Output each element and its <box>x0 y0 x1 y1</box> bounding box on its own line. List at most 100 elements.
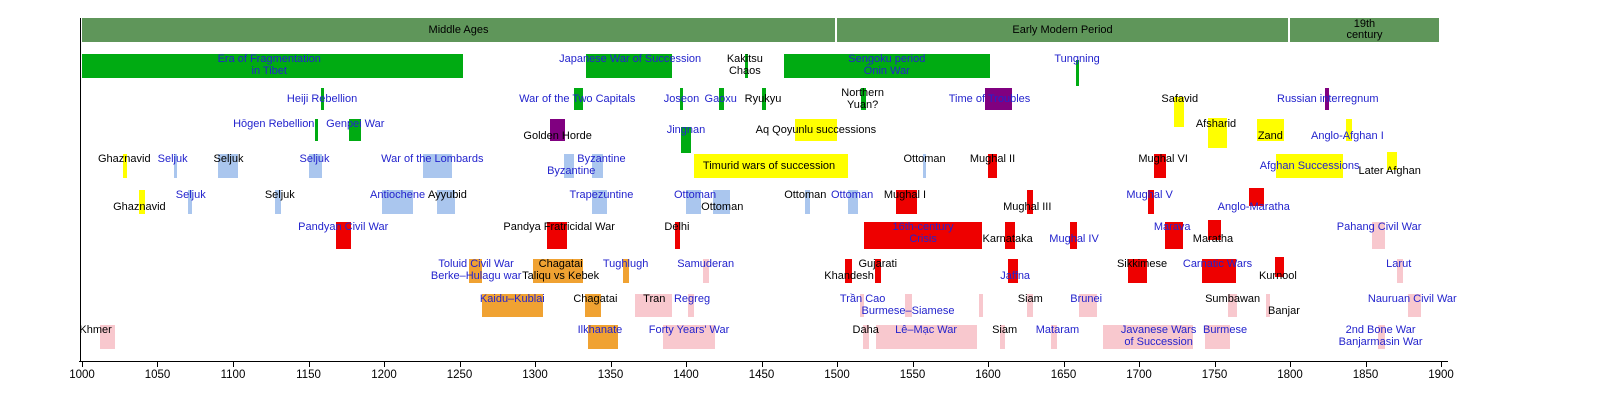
event-label[interactable]: 16th-century Crisis <box>892 221 953 245</box>
x-axis-tick-label: 1250 <box>446 369 473 381</box>
event-label[interactable]: Ilkhanate <box>578 324 623 337</box>
x-axis-tick-label: 1550 <box>899 369 926 381</box>
event-bar <box>436 190 455 214</box>
event-bar <box>1075 60 1079 86</box>
event-label[interactable]: Ottoman <box>831 189 873 202</box>
event-label[interactable]: Trapezuntine <box>570 189 634 202</box>
event-label-line: Chagatai <box>538 258 583 270</box>
event-label[interactable]: Larut <box>1386 258 1411 271</box>
event-bar <box>335 222 351 249</box>
event-label-line: Berke–Hulagu war <box>430 269 522 282</box>
event-label[interactable]: Sengoku period Ōnin War <box>848 53 925 77</box>
event-bar <box>468 259 483 283</box>
event-label-line: Heiji Rebellion <box>286 92 358 105</box>
event-label[interactable]: Marava <box>1153 221 1191 234</box>
event-label[interactable]: Toluid Civil War Berke–Hulagu war <box>430 258 522 282</box>
event-bar <box>563 154 575 178</box>
event-label[interactable]: Era of Fragmentation in Tibet <box>218 53 321 77</box>
event-label[interactable]: Nauruan Civil War <box>1368 293 1457 306</box>
event-label-line: of Succession <box>1124 335 1193 348</box>
event-label[interactable]: Pandyan Civil War <box>298 221 388 234</box>
event-bar <box>574 88 584 110</box>
event-label: Gujarati <box>859 258 898 271</box>
event-label[interactable]: Heiji Rebellion <box>286 92 358 106</box>
event-label: Kakitsu Chaos <box>727 53 763 77</box>
event-label[interactable]: Russian interregnum <box>1277 93 1379 106</box>
x-axis-tick <box>308 361 310 367</box>
event-label[interactable]: Afghan Successions <box>1260 160 1360 173</box>
event-label[interactable]: Anglo-Afghan I <box>1311 130 1384 143</box>
event-label[interactable]: Hōgen Rebellion <box>233 118 315 131</box>
event-label[interactable]: Jingnan <box>667 124 706 137</box>
event-label[interactable]: Regreg <box>674 293 710 306</box>
event-bar <box>687 294 694 317</box>
event-label[interactable]: Ottoman <box>674 189 716 202</box>
event-label[interactable]: Mughal V <box>1126 189 1172 202</box>
event-label[interactable]: Forty Years' War <box>648 324 730 337</box>
event-label[interactable]: Tughlugh <box>603 258 648 271</box>
event-label[interactable]: Lê–Mạc War <box>895 324 957 337</box>
event-label[interactable]: Kaidu–Kublai <box>480 293 545 306</box>
event-bar <box>187 190 193 214</box>
event-label[interactable]: Time of Troubles <box>949 93 1031 106</box>
event-label[interactable]: Brunei <box>1070 293 1102 306</box>
event-label-line: Pandya Fratricidal War <box>503 221 615 233</box>
event-label[interactable]: Joseon <box>664 93 699 106</box>
event-label[interactable]: Seljuk <box>175 189 206 202</box>
event-label: Seljuk <box>213 153 243 166</box>
event-label[interactable]: Mataram <box>1035 324 1080 337</box>
event-label[interactable]: Japanese War of Succession <box>559 53 701 66</box>
event-label[interactable]: Antiochene <box>370 189 425 202</box>
event-bar <box>314 119 318 141</box>
event-label[interactable]: Burmese <box>1203 324 1247 337</box>
event-label-line: Hōgen Rebellion <box>233 118 315 130</box>
period-label: Early Modern Period <box>1012 23 1113 36</box>
event-label[interactable]: Trần Cao <box>840 293 885 306</box>
event-label[interactable]: Tungning <box>1054 53 1099 66</box>
period-label: 19th <box>1353 18 1376 30</box>
event-label-line: Northern <box>841 87 885 99</box>
event-bar <box>122 154 128 178</box>
event-label-line: Seljuk <box>175 189 206 201</box>
event-label[interactable]: Mughal IV <box>1049 233 1099 246</box>
event-label-line: Marava <box>1153 221 1191 233</box>
event-label: Ghaznavid <box>98 153 151 166</box>
event-label[interactable]: War of the Lombards <box>381 153 483 166</box>
event-bar <box>693 154 848 178</box>
event-bar <box>82 54 463 78</box>
event-label-line: Forty Years' War <box>648 324 730 336</box>
x-axis-tick <box>1441 361 1442 367</box>
event-label[interactable]: Pahang Civil War <box>1337 221 1422 234</box>
event-label-line: Karnataka <box>982 233 1033 245</box>
event-label[interactable]: Genpei War <box>326 118 384 131</box>
event-label[interactable]: Carnatic Wars <box>1183 258 1252 271</box>
event-label[interactable]: Byzantine <box>577 153 625 166</box>
event-bar <box>1386 152 1398 170</box>
event-label[interactable]: War of the Two Capitals <box>519 92 636 106</box>
event-label: Northern Yuan? <box>841 87 885 111</box>
event-label-line: Anglo-Maratha <box>1217 201 1290 213</box>
event-bar <box>586 54 673 78</box>
event-label-line: in Tibet <box>251 64 287 77</box>
event-label: Sumbawan <box>1205 293 1260 306</box>
event-label-line: Mataram <box>1035 324 1080 336</box>
event-label[interactable]: Anglo-Maratha <box>1217 201 1290 214</box>
period-label: century <box>1346 29 1383 41</box>
event-bar <box>622 259 629 283</box>
event-label[interactable]: Samuderan <box>677 258 734 271</box>
event-label[interactable]: Jaffna <box>1000 270 1030 283</box>
event-label[interactable]: Javanese Wars of Succession <box>1121 324 1196 348</box>
event-label-line: Tran <box>643 293 666 305</box>
event-label-line: War of the Two Capitals <box>519 92 636 105</box>
event-label[interactable]: Seljuk <box>158 153 188 166</box>
event-label-line: Daha <box>852 324 879 336</box>
event-label: Chagatai Taliqu vs Kebek <box>522 258 599 282</box>
event-label[interactable]: 2nd Bone War Banjarmasin War <box>1339 324 1423 348</box>
x-axis-tick-label: 1700 <box>1126 369 1152 381</box>
event-label[interactable]: Burmese–Siamese <box>862 305 955 318</box>
event-label: Maratha <box>1193 233 1233 246</box>
event-label-line: Ottoman <box>701 201 744 213</box>
event-label[interactable]: Gaoxu <box>705 93 737 106</box>
event-label[interactable]: Seljuk <box>300 153 330 166</box>
event-label[interactable]: Byzantine <box>547 165 595 178</box>
